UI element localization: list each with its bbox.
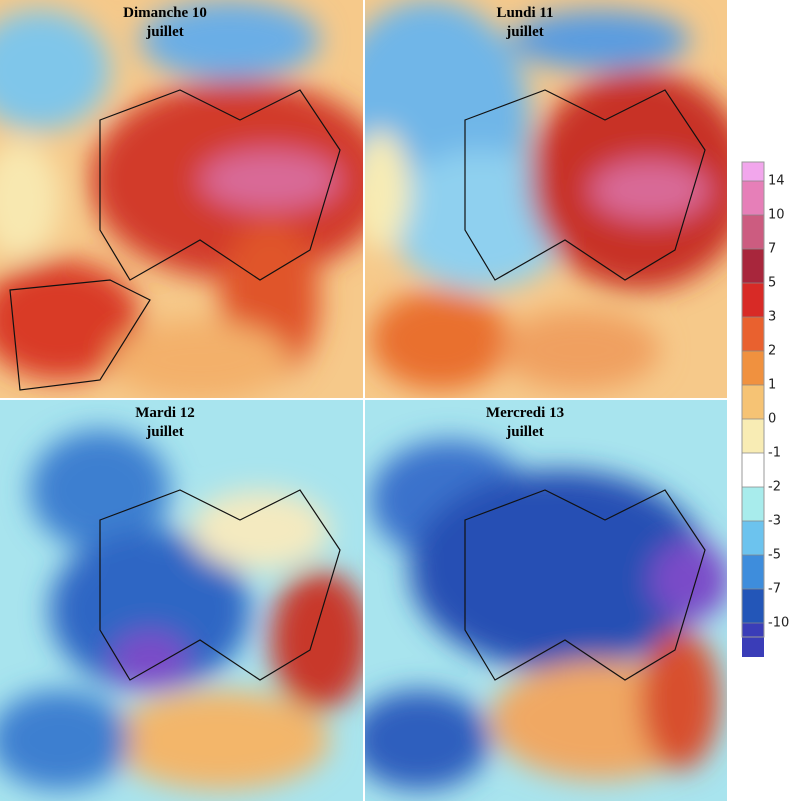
legend-swatch <box>742 623 764 657</box>
panel-title: Dimanche 10 <box>123 5 207 21</box>
legend-tick-label: 14 <box>768 174 785 189</box>
panel-subtitle: juillet <box>505 24 544 40</box>
panel-subtitle: juillet <box>145 24 184 40</box>
legend-tick-label: 3 <box>768 310 776 325</box>
legend-tick-label: -3 <box>768 514 781 529</box>
legend-swatch <box>742 249 764 283</box>
legend-tick-label: -7 <box>768 582 781 597</box>
map-panel <box>0 400 363 801</box>
legend-swatch <box>742 162 764 181</box>
legend-swatch <box>742 215 764 249</box>
legend-swatch <box>742 521 764 555</box>
legend-tick-label: -1 <box>768 446 781 461</box>
panel-subtitle: juillet <box>145 424 184 440</box>
legend-tick-label: 5 <box>768 276 776 291</box>
panel-title: Lundi 11 <box>496 5 553 21</box>
legend-tick-label: 2 <box>768 344 776 359</box>
legend-swatch <box>742 283 764 317</box>
legend-swatch <box>742 351 764 385</box>
legend-frame <box>741 161 765 638</box>
legend-swatch <box>742 181 764 215</box>
panel-subtitle: juillet <box>505 424 544 440</box>
map-panel <box>0 0 363 398</box>
legend-swatch <box>742 317 764 351</box>
map-panel <box>365 0 727 398</box>
panel-title: Mardi 12 <box>135 405 195 421</box>
panel-title: Mercredi 13 <box>486 405 564 421</box>
map-panel <box>365 400 727 801</box>
legend-tick-label: -2 <box>768 480 781 495</box>
legend-tick-label: 0 <box>768 412 776 427</box>
legend-tick-label: -10 <box>768 616 789 631</box>
legend-swatch <box>742 487 764 521</box>
legend-swatch <box>742 385 764 419</box>
legend-tick-label: 10 <box>768 208 785 223</box>
legend-swatch <box>742 453 764 487</box>
legend-tick-label: 7 <box>768 242 776 257</box>
legend-tick-label: -5 <box>768 548 781 563</box>
legend-swatch <box>742 419 764 453</box>
legend-swatch <box>742 555 764 589</box>
legend-swatch <box>742 589 764 623</box>
legend-tick-label: 1 <box>768 378 776 393</box>
